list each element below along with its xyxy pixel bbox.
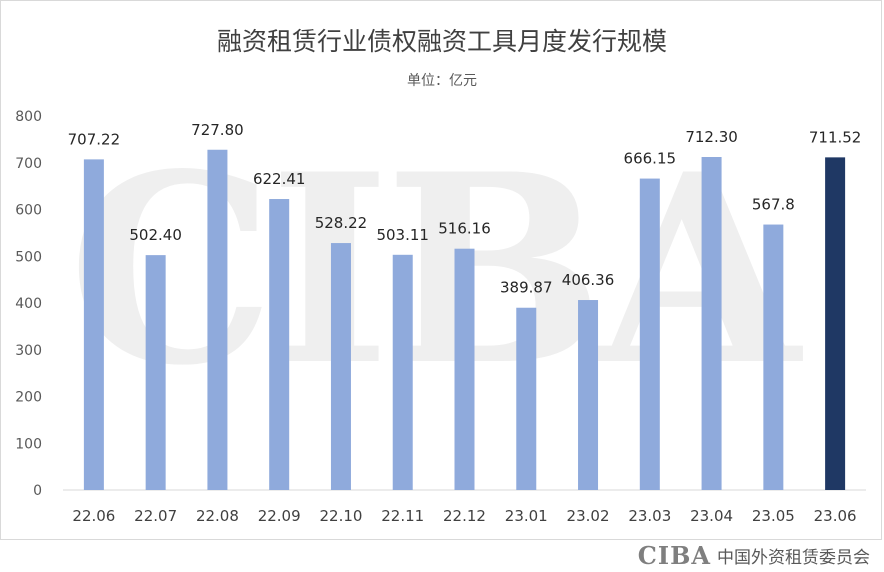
- x-tick-label: 23.05: [752, 507, 795, 525]
- bar-22.08: [207, 149, 228, 491]
- bar-22.07: [145, 255, 166, 490]
- organization-name: 中国外资租赁委员会: [717, 547, 870, 568]
- footer: CIBA 中国外资租赁委员会: [637, 540, 870, 570]
- y-tick-label: 200: [15, 390, 42, 406]
- y-tick-label: 300: [15, 343, 42, 359]
- data-label-23.06: 711.52: [809, 128, 862, 146]
- x-tick-label: 22.10: [319, 507, 362, 525]
- bar-22.12: [454, 248, 475, 490]
- data-labels: 707.22 502.40 727.80 622.41 528.22 503.11 516.…: [68, 121, 862, 297]
- data-label-23.04: 712.30: [685, 128, 738, 146]
- y-tick-label: 800: [15, 109, 42, 125]
- x-tick-label: 22.12: [443, 507, 486, 525]
- x-axis: 22.06 22.07 22.08 22.09 22.10 22.11 22.12 23.01…: [63, 489, 866, 525]
- x-tick-label: 23.04: [690, 507, 733, 525]
- x-tick-label: 22.06: [72, 507, 115, 525]
- bar-22.11: [392, 254, 413, 490]
- y-tick-label: 400: [15, 296, 42, 312]
- x-tick-label: 22.08: [196, 507, 239, 525]
- ciba-watermark: CIBA: [67, 118, 800, 423]
- y-tick-label: 100: [15, 436, 42, 452]
- x-tick-label: 22.07: [134, 507, 177, 525]
- bars: [83, 149, 846, 491]
- x-tick-label: 23.03: [628, 507, 671, 525]
- bar-23.02: [578, 300, 599, 490]
- y-tick-label: 600: [15, 203, 42, 219]
- data-label-23.02: 406.36: [562, 271, 615, 289]
- x-tick-label: 23.06: [814, 507, 857, 525]
- chart-subtitle: 单位：亿元: [407, 73, 477, 89]
- ciba-logo: CIBA: [637, 540, 711, 570]
- chart-title: 融资租赁行业债权融资工具月度发行规模: [216, 27, 667, 56]
- x-tick-label: 22.11: [381, 507, 424, 525]
- bar-23.05: [763, 224, 784, 490]
- bar-23.06: [825, 157, 846, 491]
- data-label-23.01: 389.87: [500, 279, 553, 297]
- x-tick-label: 22.09: [258, 507, 301, 525]
- y-axis: 0 100 200 300 400 500 600 700 800: [15, 109, 42, 499]
- bar-23.03: [639, 178, 660, 490]
- bar-23.01: [516, 307, 537, 490]
- bar-22.09: [269, 199, 290, 491]
- data-label-22.07: 502.40: [129, 226, 182, 244]
- x-tick-label: 23.01: [505, 507, 548, 525]
- data-label-22.06: 707.22: [68, 130, 121, 148]
- data-label-22.11: 503.11: [376, 226, 429, 244]
- data-label-22.10: 528.22: [315, 214, 368, 232]
- y-tick-label: 700: [15, 156, 42, 172]
- bar-22.06: [83, 159, 104, 491]
- bar-22.10: [330, 243, 351, 490]
- data-label-22.08: 727.80: [191, 121, 244, 139]
- y-tick-label: 0: [33, 483, 42, 499]
- bar-23.04: [701, 156, 722, 490]
- data-label-22.12: 516.16: [438, 220, 491, 238]
- data-label-22.09: 622.41: [253, 170, 306, 188]
- x-tick-label: 23.02: [567, 507, 610, 525]
- y-tick-label: 500: [15, 249, 42, 265]
- data-label-23.05: 567.8: [752, 196, 795, 214]
- data-label-23.03: 666.15: [624, 150, 677, 168]
